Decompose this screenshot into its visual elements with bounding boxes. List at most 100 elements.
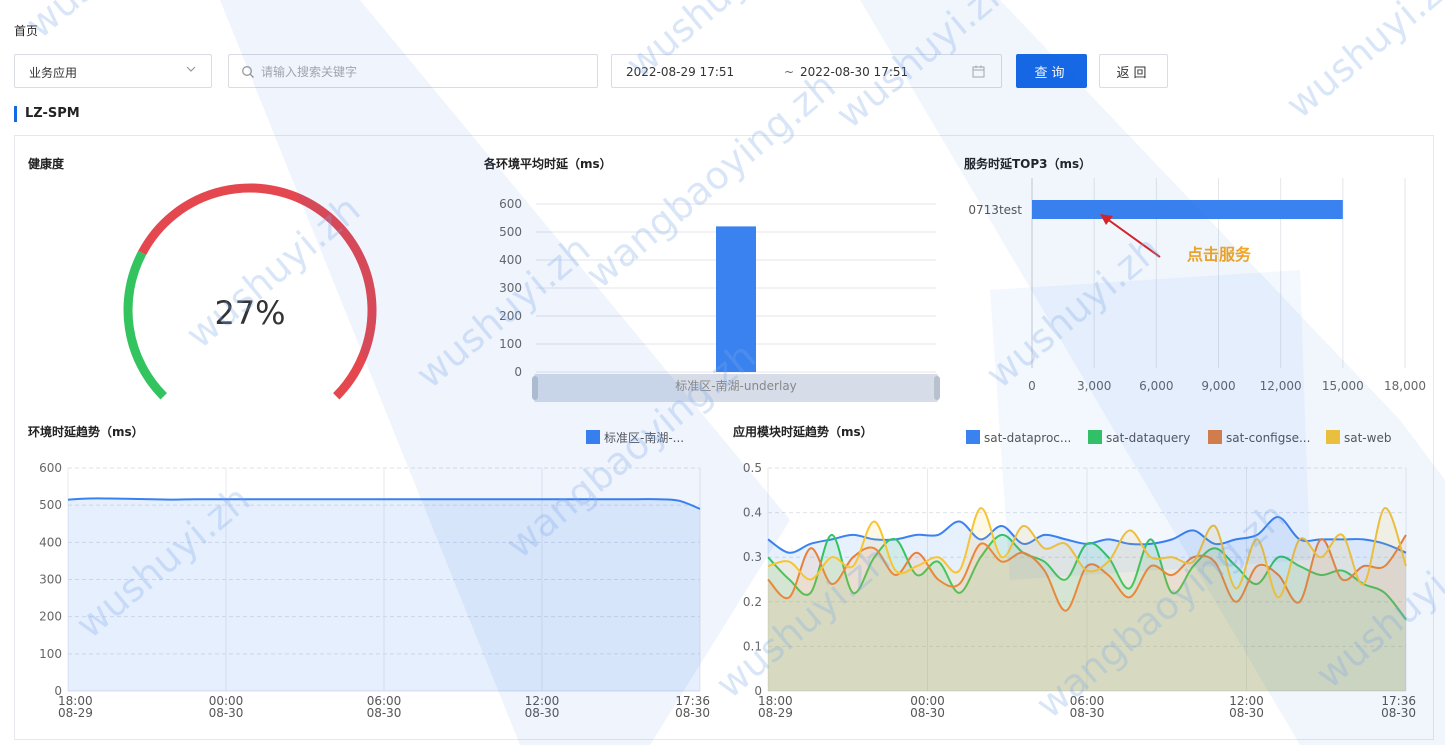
env-avg-zoom-handle-left bbox=[532, 376, 538, 400]
calendar-icon bbox=[972, 65, 985, 78]
date-start[interactable]: 2022-08-29 17:51 bbox=[626, 65, 735, 79]
module-trend-xtick-time: 18:00 bbox=[758, 694, 793, 708]
env-avg-ytick: 400 bbox=[499, 253, 522, 267]
module-trend-xtick-date: 08-29 bbox=[758, 706, 793, 720]
date-separator: ~ bbox=[784, 65, 795, 79]
top3-xtick: 15,000 bbox=[1322, 379, 1364, 393]
env-trend-xtick-date: 08-29 bbox=[58, 706, 93, 720]
env-trend-ytick: 0 bbox=[54, 684, 62, 698]
module-trend-ytick: 0.1 bbox=[743, 639, 762, 653]
top3-xtick: 0 bbox=[1028, 379, 1036, 393]
module-trend-xtick-date: 08-30 bbox=[910, 706, 945, 720]
app-type-select-value: 业务应用 bbox=[29, 66, 78, 80]
env-trend-xtick-date: 08-30 bbox=[367, 706, 402, 720]
env-trend-ytick: 600 bbox=[39, 461, 62, 475]
env-trend-ytick: 200 bbox=[39, 610, 62, 624]
module-trend-xtick-time: 12:00 bbox=[1229, 694, 1264, 708]
top3-category-label: 0713test bbox=[968, 203, 1022, 217]
section-title: LZ-SPM bbox=[14, 106, 80, 122]
env-trend-ytick: 300 bbox=[39, 573, 62, 587]
search-input[interactable] bbox=[261, 61, 581, 83]
module-trend-legend-swatch bbox=[966, 430, 980, 444]
module-trend-series-line bbox=[767, 534, 1407, 612]
env-trend-ytick: 100 bbox=[39, 647, 62, 661]
search-icon bbox=[242, 66, 254, 78]
env-trend-xtick-time: 12:00 bbox=[525, 694, 560, 708]
env-avg-zoom-track bbox=[534, 374, 938, 402]
module-trend-legend-label: sat-dataproc... bbox=[984, 431, 1071, 445]
top3-xtick: 12,000 bbox=[1260, 379, 1302, 393]
module-trend-legend-swatch bbox=[1088, 430, 1102, 444]
app-type-select[interactable]: 业务应用 bbox=[14, 54, 212, 88]
env-avg-ytick: 200 bbox=[499, 309, 522, 323]
env-avg-zoom-handle-right bbox=[934, 376, 940, 400]
back-button[interactable]: 返回 bbox=[1099, 54, 1168, 88]
env-trend-series-line bbox=[67, 497, 701, 510]
module-trend-title: 应用模块时延趋势（ms） bbox=[733, 425, 873, 439]
env-trend-xtick-time: 00:00 bbox=[209, 694, 244, 708]
top3-title: 服务时延TOP3（ms） bbox=[964, 157, 1092, 171]
module-trend-xtick-time: 00:00 bbox=[910, 694, 945, 708]
module-trend-xtick-date: 08-30 bbox=[1070, 706, 1105, 720]
env-trend-chart: 010020030040050060018:0008-2900:0008-300… bbox=[39, 430, 710, 720]
module-trend-ytick: 0.2 bbox=[743, 595, 762, 609]
module-trend-legend-label: sat-dataquery bbox=[1106, 431, 1190, 445]
breadcrumb[interactable]: 首页 bbox=[14, 24, 39, 38]
env-avg-ytick: 100 bbox=[499, 337, 522, 351]
top3-chart: 0 3,000 6,000 9,000 12,000 15,000 18,000 0713te… bbox=[968, 178, 1426, 393]
env-trend-series-area bbox=[68, 498, 700, 691]
env-trend-xtick-time: 06:00 bbox=[367, 694, 402, 708]
watermark-text: wushuyi.zh bbox=[18, 0, 209, 47]
module-trend-series-area bbox=[768, 534, 1406, 691]
module-trend-xtick-time: 06:00 bbox=[1070, 694, 1105, 708]
annotation-label: 点击服务 bbox=[1187, 245, 1252, 264]
env-avg-ytick: 600 bbox=[499, 197, 522, 211]
annotation-arrow-head bbox=[1100, 214, 1113, 225]
env-trend-xtick-time: 18:00 bbox=[58, 694, 93, 708]
top3-xtick: 3,000 bbox=[1077, 379, 1111, 393]
gauge-arc-healthy bbox=[123, 250, 167, 400]
env-avg-category-label: 标准区-南湖-underlay bbox=[675, 378, 797, 393]
health-value: 27% bbox=[214, 294, 285, 332]
module-trend-legend-label: sat-web bbox=[1344, 431, 1391, 445]
module-trend-legend-swatch bbox=[1326, 430, 1340, 444]
top3-xtick: 18,000 bbox=[1384, 379, 1426, 393]
env-trend-xtick-date: 08-30 bbox=[209, 706, 244, 720]
module-trend-series-area bbox=[768, 508, 1406, 691]
module-trend-xtick-date: 08-30 bbox=[1381, 706, 1416, 720]
module-trend-xtick-date: 08-30 bbox=[1229, 706, 1264, 720]
module-trend-ytick: 0.5 bbox=[743, 461, 762, 475]
env-avg-ytick: 300 bbox=[499, 281, 522, 295]
module-trend-ytick: 0.3 bbox=[743, 550, 762, 564]
module-trend-series-area bbox=[768, 534, 1406, 691]
env-trend-xtick-time: 17:36 bbox=[675, 694, 710, 708]
module-trend-xtick-time: 17:36 bbox=[1381, 694, 1416, 708]
top3-bar bbox=[1032, 200, 1343, 219]
annotation-arrow bbox=[1102, 215, 1161, 258]
module-trend-chart: 00.10.20.30.40.518:0008-2900:0008-3006:0… bbox=[743, 430, 1416, 720]
env-avg-bar bbox=[716, 226, 756, 372]
top3-xtick: 9,000 bbox=[1201, 379, 1235, 393]
env-avg-title: 各环境平均时延（ms） bbox=[484, 157, 612, 171]
env-avg-chart: 0 100 200 300 400 500 600 标准区-南湖-underlay bbox=[499, 197, 940, 402]
module-trend-series-line bbox=[767, 533, 1407, 621]
env-trend-ytick: 500 bbox=[39, 498, 62, 512]
module-trend-ytick: 0.4 bbox=[743, 506, 762, 520]
gauge-arc-remaining bbox=[138, 183, 377, 400]
date-range-picker[interactable]: 2022-08-29 17:51 ~ 2022-08-30 17:51 bbox=[611, 54, 1002, 88]
env-trend-xtick-date: 08-30 bbox=[525, 706, 560, 720]
filter-toolbar: 业务应用 2022-08-29 17:51 ~ 2022-08-30 17:51… bbox=[14, 54, 1434, 88]
module-trend-series-line bbox=[767, 507, 1407, 599]
module-trend-ytick: 0 bbox=[754, 684, 762, 698]
module-trend-legend-swatch bbox=[1208, 430, 1222, 444]
env-trend-xtick-date: 08-30 bbox=[675, 706, 710, 720]
health-title: 健康度 bbox=[28, 157, 65, 171]
module-trend-legend-label: sat-configse... bbox=[1226, 431, 1310, 445]
search-field[interactable] bbox=[228, 54, 598, 88]
env-trend-title: 环境时延趋势（ms） bbox=[28, 425, 144, 439]
top3-xtick: 6,000 bbox=[1139, 379, 1173, 393]
chevron-down-icon bbox=[186, 66, 196, 72]
env-trend-legend-label: 标准区-南湖-... bbox=[604, 430, 684, 445]
query-button[interactable]: 查询 bbox=[1016, 54, 1087, 88]
date-end[interactable]: 2022-08-30 17:51 bbox=[800, 65, 909, 79]
